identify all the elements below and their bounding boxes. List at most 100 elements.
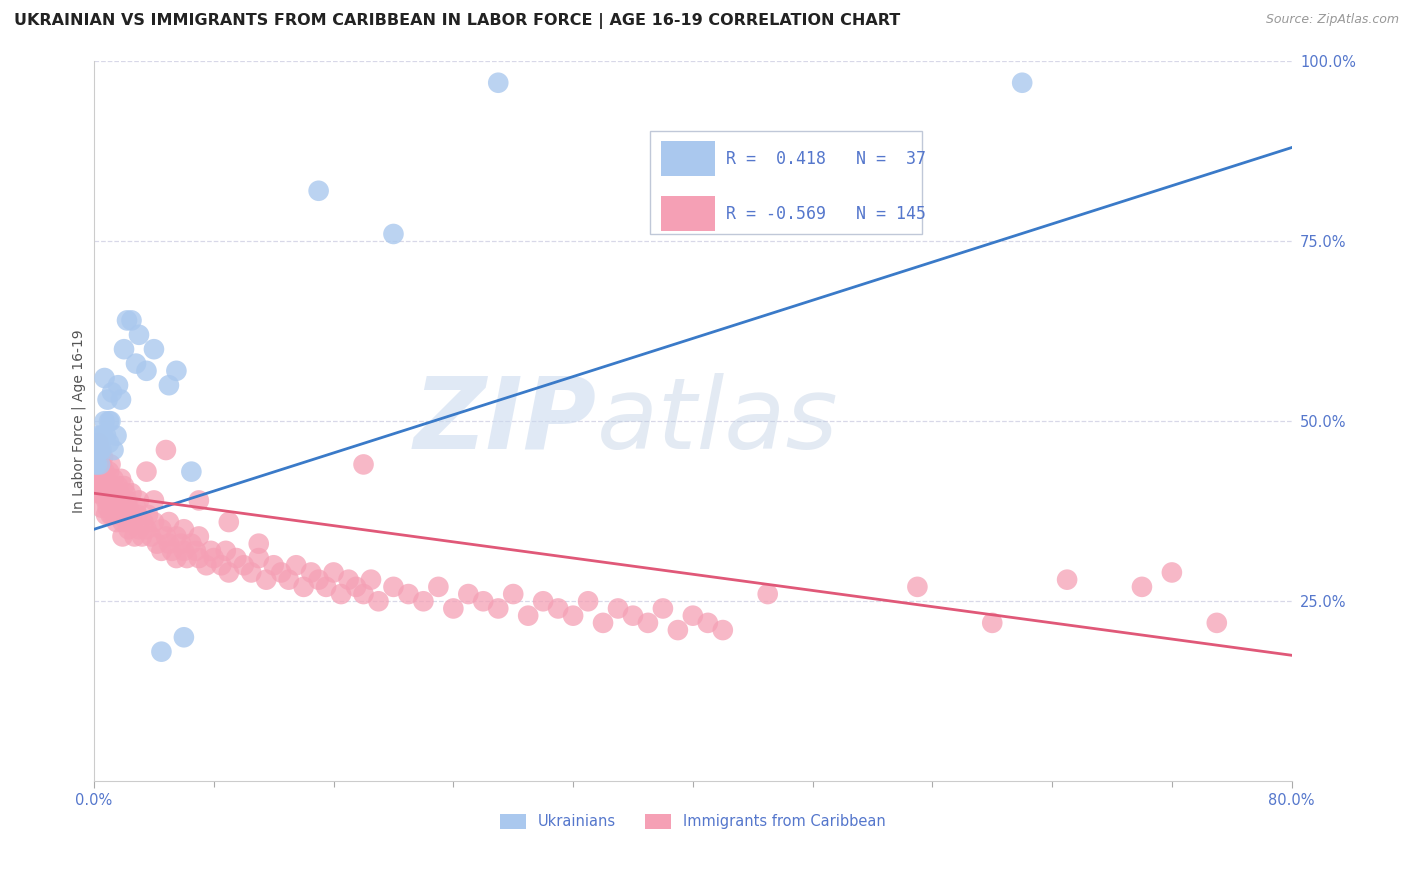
Point [360, 573, 382, 587]
Point [427, 580, 450, 594]
Point [93, 414, 115, 428]
Point [136, 508, 159, 522]
Point [1011, 76, 1033, 90]
Point [115, 493, 138, 508]
Point [202, 551, 225, 566]
Point [112, 500, 135, 515]
Point [87, 428, 110, 442]
Point [457, 587, 479, 601]
Point [155, 529, 177, 543]
Point [108, 486, 131, 500]
Point [666, 623, 689, 637]
Point [121, 486, 143, 500]
Point [247, 536, 270, 550]
Point [104, 508, 127, 522]
Point [441, 601, 464, 615]
Point [91, 428, 114, 442]
Point [165, 529, 187, 543]
Point [100, 479, 122, 493]
Point [157, 515, 180, 529]
Point [90, 458, 112, 472]
Point [562, 608, 585, 623]
Point [576, 594, 599, 608]
Point [98, 493, 121, 508]
Point [240, 566, 263, 580]
Point [87, 435, 110, 450]
Point [270, 566, 292, 580]
Point [125, 500, 148, 515]
Point [173, 630, 195, 644]
Point [218, 566, 240, 580]
Point [531, 594, 554, 608]
Point [337, 573, 360, 587]
Point [96, 486, 118, 500]
Point [232, 558, 254, 573]
Point [135, 364, 157, 378]
Point [98, 435, 121, 450]
Point [142, 342, 165, 356]
Point [292, 580, 315, 594]
Point [173, 522, 195, 536]
Text: R =  0.418   N =  37: R = 0.418 N = 37 [725, 150, 927, 168]
Point [94, 493, 117, 508]
Point [905, 580, 928, 594]
Point [180, 536, 202, 550]
Point [108, 508, 131, 522]
Point [117, 522, 139, 536]
Point [100, 508, 122, 522]
Point [711, 623, 734, 637]
Point [277, 573, 299, 587]
Text: ZIP: ZIP [413, 373, 598, 470]
Point [112, 342, 135, 356]
Point [621, 608, 644, 623]
Point [86, 472, 108, 486]
Point [107, 500, 129, 515]
Point [121, 508, 143, 522]
Point [254, 573, 277, 587]
Point [187, 551, 209, 566]
Point [96, 500, 118, 515]
Point [128, 522, 150, 536]
Point [315, 580, 337, 594]
Point [308, 573, 330, 587]
Point [124, 529, 146, 543]
Point [122, 515, 145, 529]
Point [86, 486, 108, 500]
Point [146, 536, 169, 550]
Point [215, 544, 238, 558]
Point [94, 472, 117, 486]
Point [94, 428, 117, 442]
Point [89, 458, 111, 472]
Point [502, 587, 524, 601]
Point [110, 392, 132, 407]
Point [87, 443, 110, 458]
Point [396, 587, 419, 601]
Point [100, 458, 122, 472]
Point [1160, 566, 1182, 580]
Point [486, 76, 509, 90]
Point [91, 486, 114, 500]
Point [1056, 573, 1078, 587]
Point [299, 566, 322, 580]
Legend: Ukrainians, Immigrants from Caribbean: Ukrainians, Immigrants from Caribbean [494, 808, 891, 835]
Point [412, 594, 434, 608]
Point [110, 472, 132, 486]
Point [103, 500, 125, 515]
Point [103, 443, 125, 458]
Point [150, 544, 173, 558]
Point [110, 493, 132, 508]
Point [187, 529, 209, 543]
Point [93, 465, 115, 479]
Point [135, 522, 157, 536]
Point [107, 479, 129, 493]
Point [696, 615, 718, 630]
Point [121, 313, 143, 327]
Point [344, 580, 367, 594]
Point [127, 508, 149, 522]
Point [187, 493, 209, 508]
Point [87, 465, 110, 479]
Point [105, 428, 128, 442]
Point [135, 465, 157, 479]
Point [247, 551, 270, 566]
Point [157, 536, 180, 550]
